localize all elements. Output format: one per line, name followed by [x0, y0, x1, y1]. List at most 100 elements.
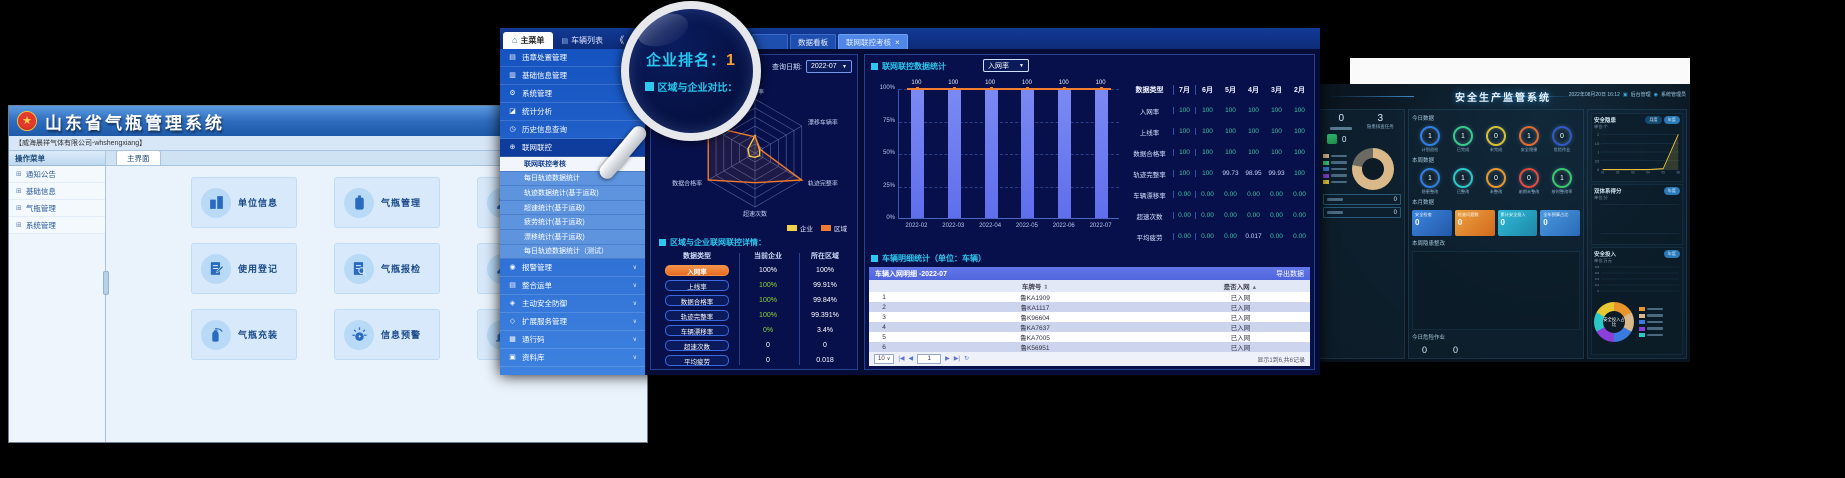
- sidebar-item-通行码[interactable]: ▦ 通行码 ∨: [500, 331, 645, 350]
- national-emblem-icon: ★: [17, 111, 37, 131]
- metric-button-超速次数[interactable]: 超速次数: [665, 340, 729, 351]
- menu-icon: ⊕: [509, 144, 516, 151]
- month-col-header: 数据类型: [1135, 86, 1164, 94]
- legend-swatch: [1639, 326, 1645, 331]
- status-column-header[interactable]: 是否入网 ▲: [1223, 284, 1258, 291]
- tile-信息预警[interactable]: 信息预警: [334, 309, 440, 360]
- table-row[interactable]: 5 鲁KA7005 已入网: [869, 332, 1310, 342]
- sidebar-item-联网联控[interactable]: ⊕ 联网联控: [500, 139, 645, 157]
- page-number-input[interactable]: 1: [917, 354, 942, 364]
- stat: 0: [1330, 113, 1353, 130]
- bar-value-label: 100: [1058, 80, 1069, 86]
- export-data-button[interactable]: 导出数据: [1276, 270, 1304, 278]
- admin-link[interactable]: 后台管理: [1630, 92, 1651, 98]
- query-date-select[interactable]: 2022-07 ▼: [806, 60, 852, 73]
- submenu-item-每日轨迹数据统计[interactable]: 每日轨迹数据统计: [500, 172, 645, 187]
- table-row[interactable]: 1 鲁KA1909 已入网: [869, 292, 1310, 302]
- tab-main-screen[interactable]: 主界面: [116, 150, 161, 165]
- last-page-button[interactable]: ▶|: [953, 356, 960, 362]
- sidebar-item-主动安全防御[interactable]: ◈ 主动安全防御 ∨: [500, 295, 645, 314]
- vehicle-list-tab[interactable]: ▤ 车辆列表: [561, 36, 604, 45]
- metric-button-轨迹完整率[interactable]: 轨迹完整率: [665, 310, 729, 321]
- score-donut-chart: [1352, 148, 1394, 190]
- bar-value-label: 100: [1095, 80, 1106, 86]
- sidebar-collapse-button[interactable]: 《: [615, 35, 625, 45]
- x-axis-label: 2022-06: [1052, 223, 1075, 229]
- legend-swatch: [1323, 173, 1329, 178]
- table-row[interactable]: 2 鲁KA1117 已入网: [869, 302, 1310, 312]
- legend-swatch: [1323, 180, 1329, 184]
- sidebar-item-气瓶管理[interactable]: ⊞ 气瓶管理: [9, 200, 105, 217]
- next-page-button[interactable]: ▶: [945, 356, 950, 362]
- main-menu-tab[interactable]: ⌂ 主菜单: [503, 32, 554, 49]
- table-row[interactable]: 3 鲁K96604 已入网: [869, 312, 1310, 322]
- detail-table-header: 数据类型 当前企业 所在区域: [655, 251, 853, 261]
- submenu-item-疲劳统计(基于运政)[interactable]: 疲劳统计(基于运政): [500, 215, 645, 230]
- rings-row: 1 计划巡检 1 已完成 0 未完成 1 安全隐患 0 危险作业: [1412, 126, 1580, 153]
- join-status: 已入网: [1230, 325, 1251, 332]
- submenu-item-每日轨迹数据统计（测试）[interactable]: 每日轨迹数据统计（测试）: [500, 245, 645, 260]
- card-label: 累计安全投入: [1500, 212, 1526, 217]
- sidebar-item-历史信息查询[interactable]: ◷历史信息查询∨: [500, 121, 645, 139]
- metric-button-车辆漂移率[interactable]: 车辆漂移率: [665, 325, 729, 336]
- panel-title: 安全隐患: [1594, 118, 1617, 124]
- admin-user[interactable]: 系统管理员: [1660, 92, 1686, 98]
- dashboard-topbar: ⌂ 主菜单 ▤ 车辆列表 《 数据看板 联网联控考核 ×: [500, 28, 1320, 49]
- refresh-icon[interactable]: ↻: [963, 356, 970, 362]
- button-年度[interactable]: 年度: [1663, 250, 1680, 258]
- submenu-item-轨迹数据统计(基于运政)[interactable]: 轨迹数据统计(基于运政): [500, 186, 645, 201]
- sidebar-item-扩展服务管理[interactable]: ◇ 扩展服务管理 ∨: [500, 313, 645, 332]
- sidebar-item-报警管理[interactable]: ◉ 报警管理 ∨: [500, 259, 645, 278]
- sidebar-item-通知公告[interactable]: ⊞ 通知公告: [9, 166, 105, 183]
- sidebar-item-基础信息[interactable]: ⊞ 基础信息: [9, 183, 105, 200]
- card-value: 0: [1457, 218, 1463, 227]
- legend-text-dash: [1647, 314, 1663, 317]
- button-月度[interactable]: 月度: [1645, 116, 1662, 124]
- prev-page-button[interactable]: ◀: [908, 356, 914, 362]
- gas-sidebar-header: 操作菜单: [9, 151, 105, 166]
- month-stats-table: 数据类型 7月 6月 5月 4月 3月 2月 入网率 100 100 100 100 100 100 上线率…: [1126, 79, 1312, 247]
- sidebar-item-统计分析[interactable]: ◪统计分析∨: [500, 103, 645, 121]
- button-年度[interactable]: 年度: [1663, 187, 1680, 195]
- tile-气瓶报检[interactable]: 气瓶报检: [334, 243, 440, 294]
- sidebar-item-资料库[interactable]: ▣ 资料库 ∨: [500, 349, 645, 368]
- month-col-header: 3月: [1271, 86, 1282, 94]
- submenu-item-漂移统计(基于运政)[interactable]: 漂移统计(基于运政): [500, 230, 645, 245]
- tile-气瓶管理[interactable]: 气瓶管理: [334, 177, 440, 228]
- cylinder-icon: [344, 187, 374, 218]
- legend-item: [1323, 180, 1347, 184]
- plate-column-header[interactable]: 车牌号 ⇕: [1021, 284, 1049, 291]
- tile-使用登记[interactable]: 使用登记: [191, 243, 297, 294]
- submenu-item-超速统计(基于运政)[interactable]: 超速统计(基于运政): [500, 201, 645, 216]
- region-value: 99.391%: [811, 312, 839, 319]
- metric-button-上线率[interactable]: 上线率: [665, 280, 729, 291]
- metric-button-入网率[interactable]: 入网率: [665, 265, 729, 276]
- metric-select[interactable]: 入网率 ▼: [983, 59, 1029, 72]
- menu-icon: ▤: [509, 54, 516, 61]
- metric-button-数据合格率[interactable]: 数据合格率: [665, 295, 729, 306]
- sidebar-item-整合运单[interactable]: ▤ 整合运单 ∨: [500, 277, 645, 296]
- gauge-label: 已整改: [1456, 189, 1470, 194]
- legend-swatch: [1639, 320, 1645, 324]
- metric-button-平均疲劳[interactable]: 平均疲劳: [665, 355, 729, 366]
- tab-联网联控考核[interactable]: 联网联控考核 ×: [838, 34, 908, 49]
- sidebar-item-系统管理[interactable]: ⚙ 系统管理: [500, 85, 645, 103]
- invest-donut-chart: 安全投入占比: [1594, 302, 1634, 342]
- page-size-select[interactable]: 10 ∨: [874, 354, 895, 364]
- sidebar-splitter-handle[interactable]: [103, 271, 109, 295]
- tab-数据看板[interactable]: 数据看板: [790, 34, 836, 49]
- tile-气瓶充装[interactable]: 气瓶充装: [191, 309, 297, 360]
- table-row[interactable]: 4 鲁KA7637 已入网: [869, 322, 1310, 332]
- month-value: 100: [1173, 149, 1196, 156]
- first-page-button[interactable]: |◀: [898, 356, 905, 362]
- tile-单位信息[interactable]: 单位信息: [191, 177, 297, 228]
- line-point: [1100, 87, 1104, 90]
- box-label-dash: [1327, 198, 1343, 201]
- sidebar-item-系统管理[interactable]: ⊞ 系统管理: [9, 217, 105, 234]
- tab-hidden[interactable]: [752, 34, 788, 49]
- button-年度[interactable]: 年度: [1663, 116, 1680, 124]
- unit-label: 单位:个: [1594, 124, 1608, 129]
- bar-value-label: 100: [985, 80, 996, 86]
- table-row[interactable]: 6 鲁K56951 已入网: [869, 342, 1310, 352]
- close-icon[interactable]: ×: [895, 37, 900, 47]
